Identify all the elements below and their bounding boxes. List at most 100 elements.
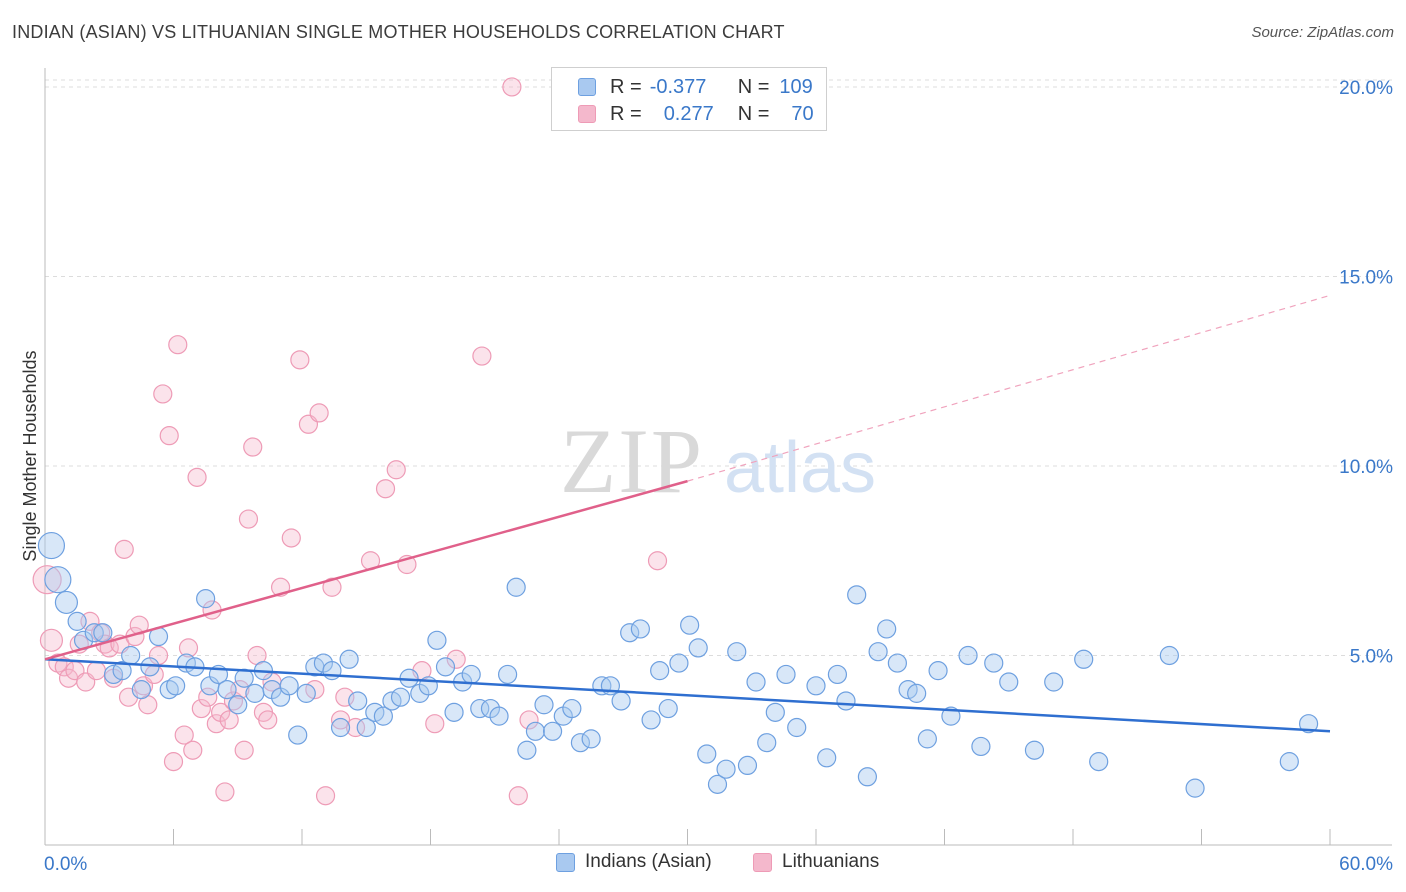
point-indians [435,657,456,677]
point-lithuanians [281,528,301,548]
point-indians [857,767,878,787]
point-indians [836,691,856,711]
point-indians [1279,752,1299,772]
point-indians [917,729,937,749]
trend-line-lithuanians-extension [687,294,1331,482]
point-indians [787,717,807,738]
point-indians [54,590,79,615]
point-indians [288,725,308,745]
point-lithuanians [234,740,254,760]
point-indians [131,679,151,700]
point-lithuanians [163,752,184,772]
point-indians [525,721,546,741]
point-lithuanians [386,460,406,480]
point-indians [868,642,888,662]
point-indians [757,733,777,753]
point-indians [542,721,563,741]
point-indians [444,702,464,722]
point-lithuanians [86,661,107,681]
legend-row-pink: R = 0.277 N = 70 [578,101,814,127]
point-indians [112,661,132,681]
x-tick-label-max: 60.0% [1339,854,1393,875]
point-indians [941,706,961,726]
point-indians [1089,752,1109,772]
bottom-legend-swatch-blue [556,852,575,872]
point-lithuanians [54,657,74,677]
point-lithuanians [315,786,336,806]
y-tick-label: 10.0% [1339,457,1393,478]
point-indians [1298,714,1319,734]
point-indians [534,695,554,715]
point-indians [737,755,758,776]
point-indians [806,676,826,696]
point-indians [470,698,490,719]
grid [45,79,1392,656]
point-indians [1159,645,1179,666]
point-indians [348,691,368,711]
bottom-legend-indians: Indians (Asian) [556,851,712,873]
point-indians [999,672,1019,692]
point-lithuanians [39,628,64,652]
point-indians [140,657,160,677]
point-indians [887,653,907,673]
point-indians [1044,672,1064,692]
point-indians [37,531,66,560]
watermark: ZIP atlas [560,410,876,512]
trend-line-lithuanians [44,479,688,661]
point-indians [581,729,601,749]
chart-title: INDIAN (ASIAN) VS LITHUANIAN SINGLE MOTH… [12,22,785,42]
source-label: Source: ZipAtlas.com [1251,24,1394,41]
point-indians [390,687,411,707]
legend-n-label: N = [737,102,770,125]
point-lithuanians [153,384,173,404]
point-indians [217,679,237,700]
point-indians [562,698,582,719]
point-lithuanians [183,740,203,760]
point-indians [121,645,141,666]
point-indians [570,733,591,753]
point-indians [611,691,631,711]
point-lithuanians [290,350,310,370]
point-indians [498,664,518,685]
point-indians [620,623,640,643]
point-indians [776,664,796,685]
point-lithuanians [178,638,199,658]
series-indians-asian [37,531,1319,798]
point-indians [296,683,316,703]
legend-n-label: N = [737,75,770,98]
trend-lines [44,294,1331,733]
legend-r-label: R = [610,75,642,98]
point-indians [279,676,299,696]
point-lithuanians [168,335,188,355]
point-lithuanians [243,437,263,457]
point-lithuanians [258,710,278,730]
watermark-zip: ZIP [560,410,704,512]
point-lithuanians [238,509,259,529]
legend-swatch-pink [578,105,596,123]
point-lithuanians [159,426,179,446]
axes [44,68,1392,846]
point-lithuanians [519,710,539,730]
point-indians [67,611,87,631]
legend-n-value-pink: 70 [791,102,814,125]
point-indians [427,630,447,650]
point-indians [461,664,481,685]
point-lithuanians [345,717,366,738]
point-lithuanians [502,77,522,97]
point-indians [765,702,785,722]
point-indians [517,740,537,760]
y-tick-label: 15.0% [1339,267,1393,288]
point-indians [489,706,509,726]
point-indians [93,623,113,643]
y-tick-label: 20.0% [1339,78,1393,99]
point-lithuanians [508,786,528,806]
point-lithuanians [215,782,235,802]
point-indians [697,744,717,764]
point-indians [196,589,216,609]
point-indians [688,638,708,658]
point-indians [746,672,766,692]
point-indians [630,619,650,639]
point-indians [245,683,265,703]
point-indians [928,661,948,681]
